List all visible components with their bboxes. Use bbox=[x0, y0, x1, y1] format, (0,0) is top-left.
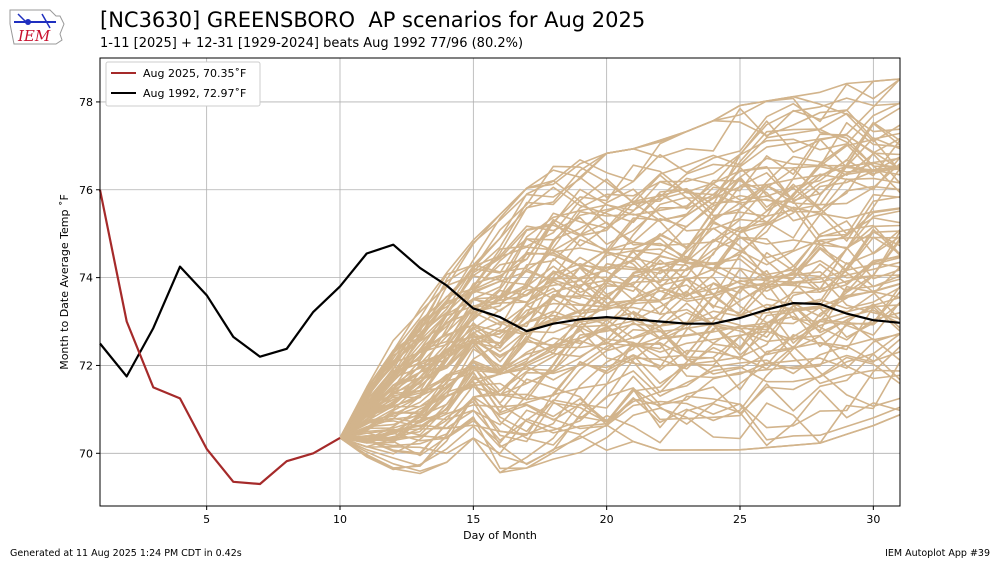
x-tick-label: 30 bbox=[866, 513, 880, 526]
scenario-line bbox=[339, 304, 901, 448]
chart-title: [NC3630] GREENSBORO AP scenarios for Aug… bbox=[100, 8, 646, 32]
scenario-line bbox=[339, 226, 901, 439]
scenario-line bbox=[339, 346, 901, 441]
scenario-line bbox=[339, 179, 901, 439]
scenario-line bbox=[339, 230, 901, 439]
y-tick-label: 76 bbox=[79, 184, 93, 197]
scenario-line bbox=[339, 78, 901, 439]
y-axis-label: Month to Date Average Temp ˚F bbox=[58, 194, 71, 370]
scenario-line bbox=[339, 164, 901, 439]
scenario-line bbox=[339, 304, 901, 439]
axis-ticks: 5 10 15 20 25 30 70 72 74 76 78 bbox=[79, 96, 880, 526]
scenario-line bbox=[339, 337, 901, 474]
scenario-line bbox=[339, 224, 901, 439]
scenario-line bbox=[339, 262, 901, 439]
x-tick-label: 15 bbox=[466, 513, 480, 526]
logo-text: IEM bbox=[17, 27, 51, 45]
chart-subtitle: 1-11 [2025] + 12-31 [1929-2024] beats Au… bbox=[100, 36, 524, 51]
legend: Aug 2025, 70.35˚F Aug 1992, 72.97˚F bbox=[105, 61, 261, 107]
scenario-line bbox=[339, 302, 901, 439]
scenario-line bbox=[339, 196, 901, 439]
scenario-line bbox=[339, 309, 901, 442]
y-tick-label: 70 bbox=[79, 447, 93, 460]
scenario-line bbox=[339, 133, 901, 439]
scenario-line bbox=[339, 95, 901, 439]
scenario-line bbox=[339, 256, 901, 441]
scenario-line bbox=[339, 255, 901, 439]
scenario-line bbox=[339, 122, 901, 439]
scenario-line bbox=[339, 332, 901, 475]
x-tick-label: 25 bbox=[733, 513, 747, 526]
scenario-line bbox=[339, 137, 901, 439]
plot-frame bbox=[99, 57, 901, 507]
scenario-line bbox=[339, 306, 901, 447]
iem-logo: IEM bbox=[9, 9, 65, 45]
series-lines bbox=[98, 189, 901, 486]
x-tick-label: 20 bbox=[600, 513, 614, 526]
scenario-line bbox=[339, 387, 901, 447]
scenario-line bbox=[339, 139, 901, 439]
footer-app-text: IEM Autoplot App #39 bbox=[885, 548, 990, 559]
scenario-line bbox=[339, 361, 901, 470]
scenario-line bbox=[339, 356, 901, 444]
x-tick-label: 10 bbox=[333, 513, 347, 526]
scenario-lines bbox=[339, 78, 901, 475]
x-tick-label: 5 bbox=[203, 513, 210, 526]
scenario-line bbox=[339, 338, 901, 469]
y-tick-label: 78 bbox=[79, 96, 93, 109]
legend-entry-aug-1992: Aug 1992, 72.97˚F bbox=[143, 87, 246, 100]
scenario-line bbox=[339, 207, 901, 439]
scenario-line bbox=[339, 112, 901, 439]
scenario-line bbox=[339, 333, 901, 471]
x-axis-label: Day of Month bbox=[463, 529, 537, 542]
series-line-aug-1992 bbox=[99, 243, 901, 378]
y-tick-label: 74 bbox=[79, 272, 93, 285]
scenario-line bbox=[339, 185, 901, 439]
legend-box bbox=[105, 61, 261, 107]
legend-entry-aug-2025: Aug 2025, 70.35˚F bbox=[143, 67, 246, 80]
series-line-aug-2025 bbox=[98, 189, 341, 486]
scenario-line bbox=[339, 244, 901, 439]
footer-generated-text: Generated at 11 Aug 2025 1:24 PM CDT in … bbox=[10, 548, 242, 559]
scenario-line bbox=[339, 303, 901, 439]
y-tick-label: 72 bbox=[79, 359, 93, 372]
